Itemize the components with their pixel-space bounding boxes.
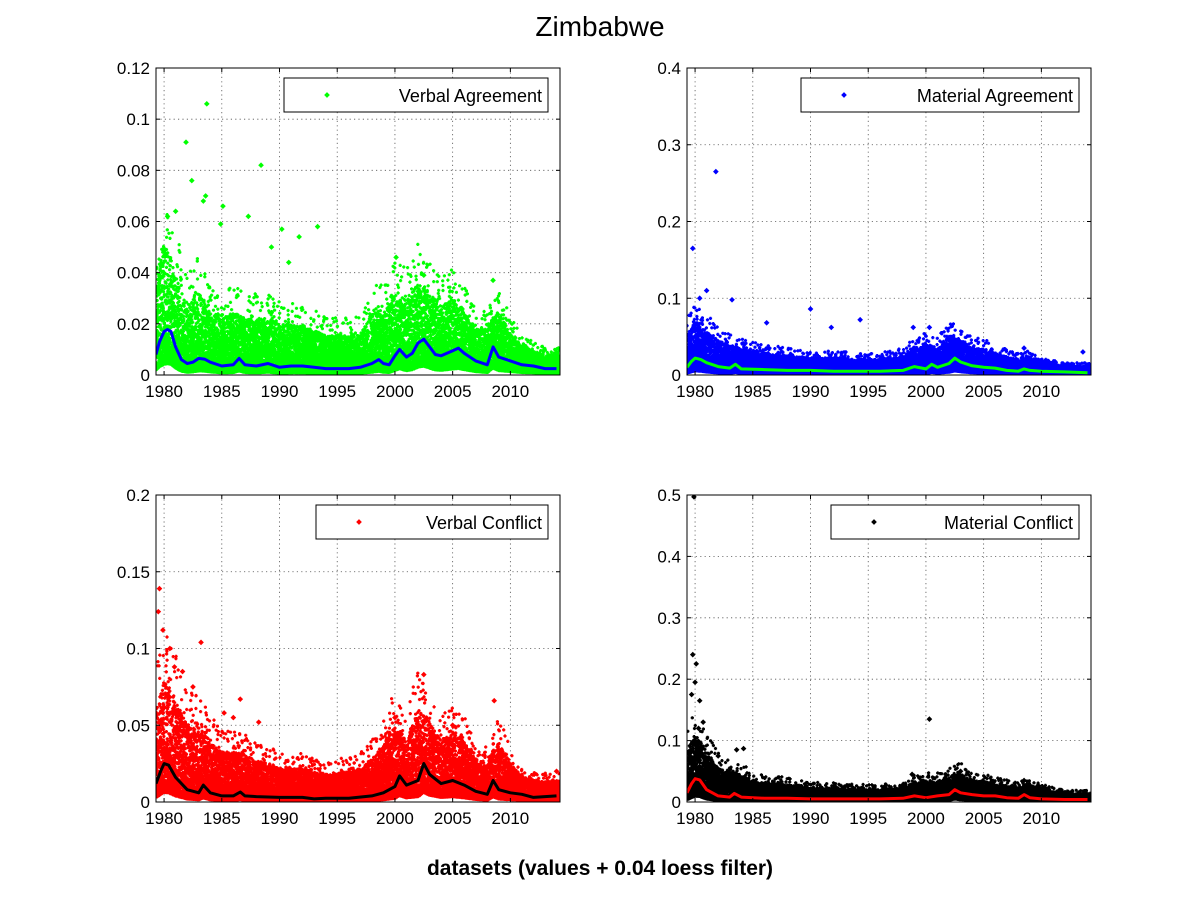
panel-material-conflict: 1980 1985 1990 1995 2000 2005 2010 0 0.1 0.2 0.3 0.…: [657, 486, 1092, 828]
legend-label: Material Agreement: [917, 86, 1073, 106]
x-tick-label: 1985: [203, 809, 241, 828]
x-tick-label: 2000: [907, 809, 945, 828]
x-tick-label: 2010: [1022, 382, 1060, 401]
x-tick-label: 2000: [376, 809, 414, 828]
x-tick-label: 1985: [734, 809, 772, 828]
y-tick-label: 0.1: [657, 289, 681, 308]
x-tick-label: 1980: [676, 809, 714, 828]
x-tick-label: 1985: [203, 382, 241, 401]
legend-label: Verbal Conflict: [426, 513, 542, 533]
y-tick-label: 0.1: [126, 640, 150, 659]
y-tick-label: 0.2: [657, 213, 681, 232]
figure-title: Zimbabwe: [535, 11, 664, 42]
y-tick-label: 0: [672, 366, 681, 385]
y-tick-label: 0.2: [126, 486, 150, 505]
x-tick-label: 1995: [849, 382, 887, 401]
y-tick-label: 0.04: [117, 264, 150, 283]
x-tick-label: 1980: [145, 382, 183, 401]
x-tick-label: 2000: [907, 382, 945, 401]
x-tick-label: 1985: [734, 382, 772, 401]
x-tick-label: 1980: [676, 382, 714, 401]
y-tick-label: 0.3: [657, 609, 681, 628]
legend: Material Agreement: [801, 78, 1079, 112]
x-tick-label: 2005: [965, 382, 1003, 401]
y-tick-label: 0.06: [117, 213, 150, 232]
x-tick-label: 2000: [376, 382, 414, 401]
figure-caption: datasets (values + 0.04 loess filter): [427, 857, 773, 880]
y-tick-label: 0: [672, 793, 681, 812]
x-tick-label: 1990: [261, 809, 299, 828]
y-tick-label: 0.3: [657, 136, 681, 155]
x-tick-label: 1995: [318, 809, 356, 828]
x-tick-label: 2005: [434, 809, 472, 828]
x-tick-label: 1995: [318, 382, 356, 401]
panel-material-agreement: 1980 1985 1990 1995 2000 2005 2010 0 0.1 0.2 0.3 0.…: [657, 59, 1092, 401]
x-tick-label: 2005: [434, 382, 472, 401]
legend: Verbal Agreement: [284, 78, 548, 112]
y-tick-label: 0.4: [657, 547, 681, 566]
y-tick-label: 0.05: [117, 716, 150, 735]
x-tick-label: 2010: [491, 382, 529, 401]
y-tick-label: 0: [141, 366, 150, 385]
y-tick-label: 0.5: [657, 486, 681, 505]
y-tick-label: 0.08: [117, 161, 150, 180]
y-tick-label: 0: [141, 793, 150, 812]
x-tick-label: 2010: [1022, 809, 1060, 828]
legend-label: Material Conflict: [944, 513, 1073, 533]
legend-label: Verbal Agreement: [399, 86, 542, 106]
x-tick-label: 1990: [261, 382, 299, 401]
panel-verbal-agreement: 1980 1985 1990 1995 2000 2005 2010 0 0.02 0.04 0.0…: [117, 59, 561, 401]
y-tick-label: 0.15: [117, 563, 150, 582]
plot-area: [687, 495, 1091, 802]
x-tick-label: 1995: [849, 809, 887, 828]
legend: Material Conflict: [831, 505, 1079, 539]
panel-verbal-conflict: 1980 1985 1990 1995 2000 2005 2010 0 0.05 0.1 0.15…: [117, 486, 561, 828]
y-tick-label: 0.12: [117, 59, 150, 78]
x-tick-label: 2010: [491, 809, 529, 828]
legend: Verbal Conflict: [316, 505, 548, 539]
x-tick-label: 1980: [145, 809, 183, 828]
x-tick-label: 1990: [792, 809, 830, 828]
y-tick-label: 0.1: [657, 732, 681, 751]
y-tick-label: 0.02: [117, 315, 150, 334]
x-tick-label: 1990: [792, 382, 830, 401]
y-tick-label: 0.4: [657, 59, 681, 78]
x-tick-label: 2005: [965, 809, 1003, 828]
y-tick-label: 0.2: [657, 670, 681, 689]
y-tick-label: 0.1: [126, 110, 150, 129]
